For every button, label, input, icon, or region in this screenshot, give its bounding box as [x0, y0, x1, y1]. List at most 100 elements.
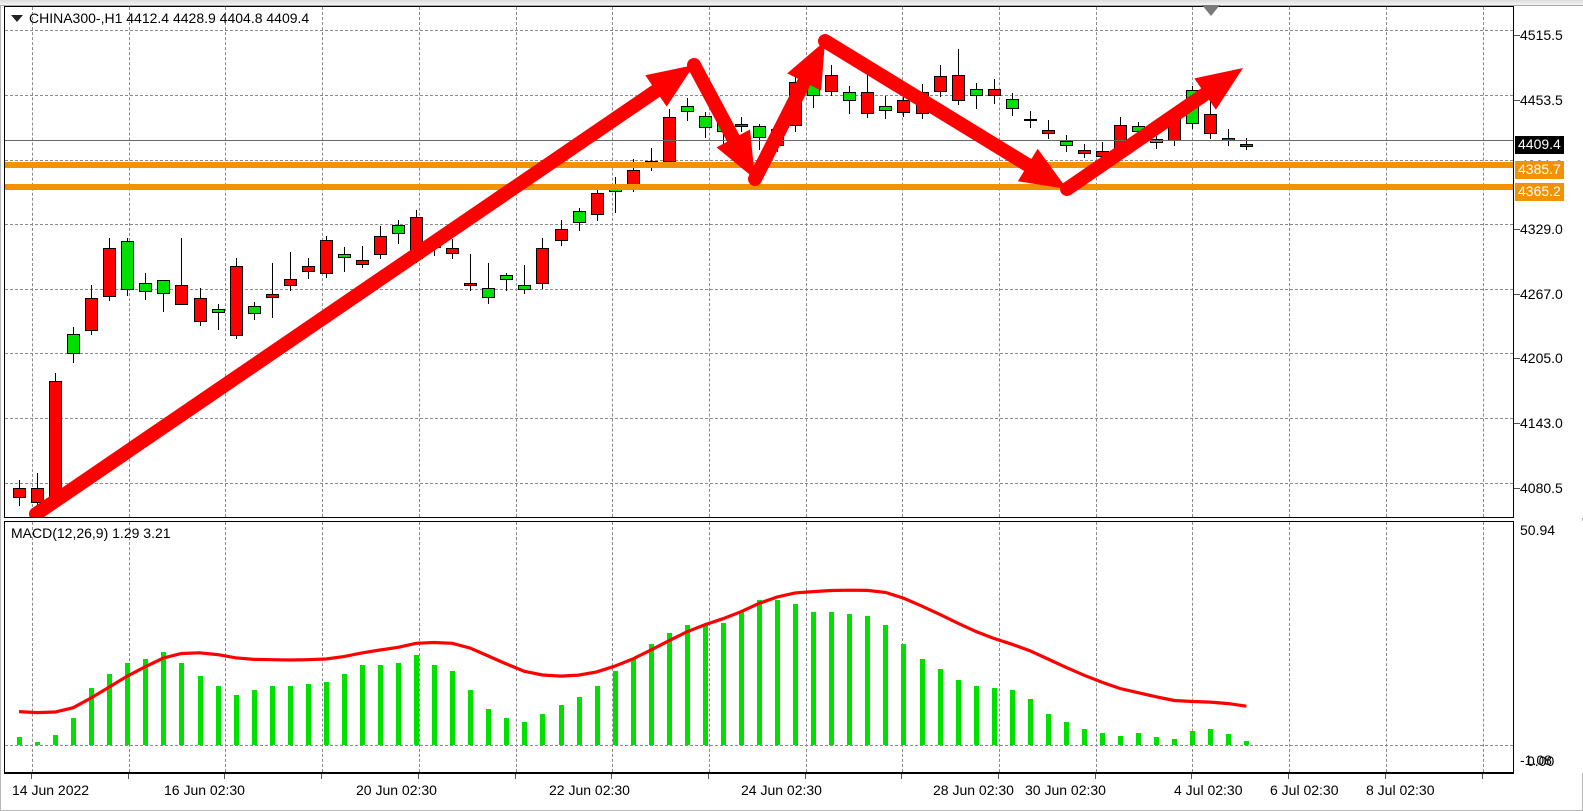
candlestick[interactable] — [555, 229, 568, 241]
candlestick[interactable] — [302, 265, 315, 273]
candlestick[interactable] — [482, 287, 495, 299]
candlestick[interactable] — [338, 254, 351, 258]
uptrend-arrow-1-shaft[interactable] — [29, 77, 673, 517]
chevron-down-icon[interactable] — [11, 14, 23, 22]
time-axis-label: 14 Jun 2022 — [12, 782, 90, 798]
time-axis-label: 20 Jun 02:30 — [356, 782, 437, 798]
candlestick[interactable] — [1096, 151, 1109, 157]
candlestick[interactable] — [1042, 130, 1055, 134]
candlestick[interactable] — [13, 487, 26, 499]
candlestick[interactable] — [879, 105, 892, 111]
support-level-line-2[interactable] — [5, 183, 1513, 190]
candlestick[interactable] — [1240, 144, 1253, 148]
candlestick[interactable] — [1060, 140, 1073, 147]
candlestick[interactable] — [374, 235, 387, 256]
macd-axis[interactable]: 50.94 -1.08 0.00 — [1514, 521, 1583, 773]
level-price-badge-1[interactable]: 4385.7 — [1515, 161, 1564, 180]
axis-tick-mark — [1514, 99, 1520, 101]
candlestick[interactable] — [194, 298, 207, 323]
candlestick[interactable] — [121, 240, 134, 290]
time-gridline — [1482, 7, 1484, 517]
candlestick[interactable] — [807, 79, 820, 97]
candlestick[interactable] — [1024, 119, 1037, 122]
candlestick[interactable] — [85, 298, 98, 332]
candlestick[interactable] — [988, 88, 1001, 97]
time-axis-label: 24 Jun 02:30 — [741, 782, 822, 798]
price-axis[interactable]: 4515.5 4453.5 4329.0 4267.0 4205.0 4143.0 4080… — [1514, 6, 1583, 518]
time-axis[interactable]: 14 Jun 2022 16 Jun 02:30 20 Jun 02:30 22 Ju… — [4, 773, 1514, 807]
candlestick[interactable] — [934, 76, 947, 92]
candlestick[interactable] — [1204, 113, 1217, 134]
candlestick[interactable] — [67, 333, 80, 355]
candlestick[interactable] — [861, 91, 874, 114]
candlestick[interactable] — [175, 284, 188, 306]
level-price-badge-2[interactable]: 4365.2 — [1515, 182, 1564, 201]
candlestick[interactable] — [952, 75, 965, 102]
candlestick[interactable] — [139, 282, 152, 292]
candlestick[interactable] — [248, 306, 261, 314]
candlestick[interactable] — [1078, 150, 1091, 155]
candlestick[interactable] — [916, 91, 929, 114]
macd-histogram-bar — [1028, 698, 1033, 746]
candlestick[interactable] — [536, 248, 549, 284]
candlestick[interactable] — [1186, 89, 1199, 125]
macd-histogram-bar — [793, 603, 798, 746]
candlestick[interactable] — [771, 129, 784, 147]
candlestick[interactable] — [789, 81, 802, 127]
candlestick[interactable] — [1222, 137, 1235, 141]
candlestick[interactable] — [410, 216, 423, 259]
macd-histogram-bar — [559, 705, 564, 746]
time-gridline — [322, 522, 324, 772]
macd-histogram-bar — [631, 658, 636, 746]
axis-tick-mark — [1514, 35, 1520, 36]
support-level-line-1[interactable] — [5, 162, 1513, 169]
macd-histogram-bar — [1118, 736, 1123, 746]
candlestick[interactable] — [446, 248, 459, 255]
candlestick[interactable] — [843, 91, 856, 102]
macd-histogram-bar — [53, 735, 58, 746]
candlestick[interactable] — [663, 116, 676, 162]
time-gridline — [1192, 7, 1194, 517]
axis-tick-mark — [1514, 293, 1520, 295]
candlestick[interactable] — [500, 275, 513, 281]
candlestick[interactable] — [717, 122, 730, 132]
candlestick[interactable] — [573, 210, 586, 224]
candlestick[interactable] — [230, 265, 243, 336]
price-chart-pane[interactable]: CHINA300-,H1 4412.4 4428.9 4404.8 4409.4 — [4, 6, 1514, 518]
macd-histogram-bar — [1208, 729, 1213, 746]
candlestick[interactable] — [681, 105, 694, 112]
candlestick[interactable] — [699, 115, 712, 129]
time-axis-tick — [804, 774, 806, 779]
candlestick[interactable] — [518, 284, 531, 290]
candlestick[interactable] — [897, 100, 910, 113]
time-gridline — [515, 522, 517, 772]
candlestick[interactable] — [1132, 126, 1145, 132]
macd-histogram-bar — [577, 696, 582, 746]
candlestick[interactable] — [266, 293, 279, 299]
candlestick[interactable] — [753, 126, 766, 138]
macd-indicator-pane[interactable]: MACD(12,26,9) 1.29 3.21 — [4, 521, 1514, 773]
candlestick[interactable] — [49, 381, 62, 499]
candlestick[interactable] — [825, 75, 838, 92]
candlestick[interactable] — [591, 192, 604, 215]
candlestick[interactable] — [157, 280, 170, 294]
candlestick[interactable] — [735, 124, 748, 128]
candlestick[interactable] — [103, 248, 116, 298]
candlestick[interactable] — [320, 239, 333, 275]
candlestick[interactable] — [970, 88, 983, 97]
candlestick[interactable] — [428, 239, 441, 249]
macd-histogram-bar — [342, 673, 347, 746]
candlestick[interactable] — [356, 259, 369, 265]
macd-histogram-bar — [288, 686, 293, 746]
price-gridline — [5, 94, 1513, 96]
candlestick[interactable] — [1168, 114, 1181, 141]
candlestick[interactable] — [212, 308, 225, 313]
uptrend-arrow-3-head[interactable] — [1194, 68, 1243, 110]
downtrend-arrow-1-shaft[interactable] — [687, 58, 746, 157]
candlestick[interactable] — [392, 225, 405, 234]
candlestick[interactable] — [1006, 99, 1019, 109]
candlestick[interactable] — [284, 279, 297, 286]
time-gridline — [32, 522, 33, 772]
candlestick[interactable] — [31, 487, 44, 504]
candlestick[interactable] — [464, 282, 477, 286]
